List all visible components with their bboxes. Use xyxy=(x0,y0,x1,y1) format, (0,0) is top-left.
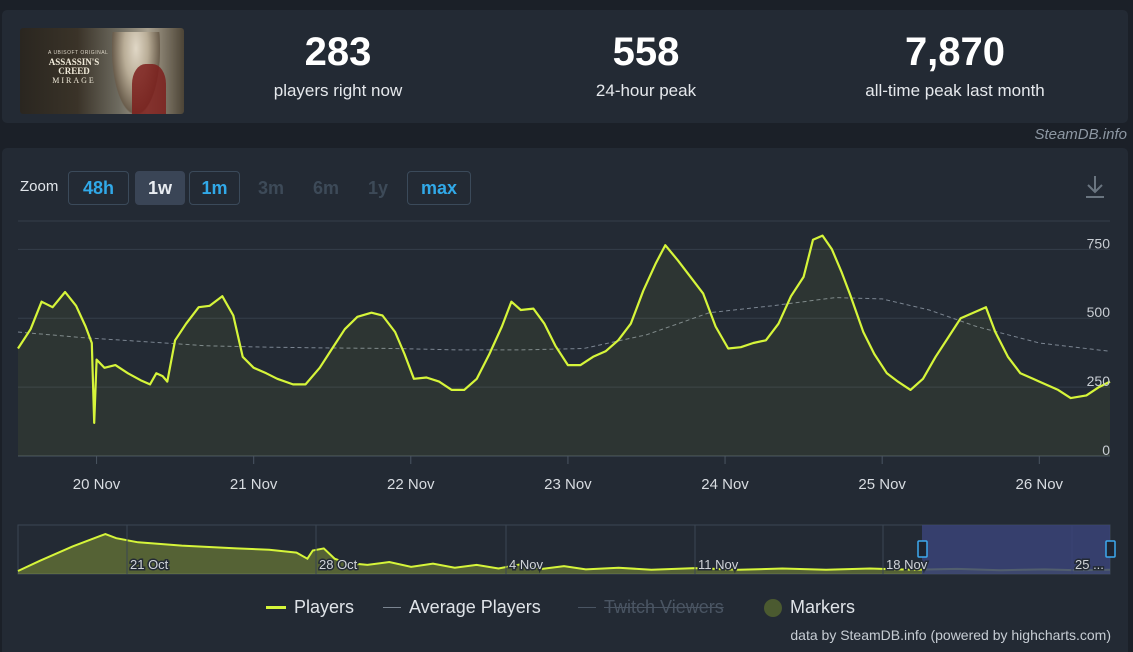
navigator-area xyxy=(18,534,1110,574)
players-area xyxy=(18,235,1110,456)
x-tick-label: 24 Nov xyxy=(701,476,749,493)
zoom-button-max[interactable]: max xyxy=(407,171,471,205)
thumbnail-publisher-text: A UBISOFT ORIGINAL xyxy=(48,50,109,56)
x-tick-label: 21 Nov xyxy=(230,476,278,493)
stat-value: 558 xyxy=(612,30,680,74)
stat-label: players right now xyxy=(273,81,403,100)
navigator-left-handle[interactable] xyxy=(917,540,928,558)
navigator-right-handle[interactable] xyxy=(1105,540,1116,558)
navigator-tick-label: 18 Nov xyxy=(886,557,928,572)
zoom-button-1w[interactable]: 1w xyxy=(135,171,185,205)
stat-current-players: 283 players right now xyxy=(208,28,468,102)
stat-value: 283 xyxy=(304,30,372,74)
navigator-labels: 21 Oct 28 Oct 4 Nov 11 Nov 18 Nov 25 ... xyxy=(129,556,1106,574)
legend-average-swatch xyxy=(383,607,401,608)
stat-label: all-time peak last month xyxy=(865,81,1045,100)
zoom-button-6m: 6m xyxy=(312,178,339,198)
thumbnail-title-text: ASSASSIN'S CREED xyxy=(48,57,100,76)
y-tick-label: 750 xyxy=(1087,235,1111,251)
game-thumbnail[interactable]: A UBISOFT ORIGINAL ASSASSIN'S CREED MIRA… xyxy=(20,28,184,114)
navigator-tick-label: 25 ... xyxy=(1075,557,1104,572)
stats-panel: A UBISOFT ORIGINAL ASSASSIN'S CREED MIRA… xyxy=(2,10,1128,123)
y-tick-label: 0 xyxy=(1102,442,1110,458)
navigator-tick-label: 21 Oct xyxy=(130,557,169,572)
x-tick-label: 26 Nov xyxy=(1016,476,1064,493)
navigator-tick-label: 11 Nov xyxy=(698,557,739,572)
navigator-selection[interactable] xyxy=(922,525,1110,574)
average-players-line xyxy=(17,297,1111,352)
navigator-tick-label: 28 Oct xyxy=(319,557,358,572)
legend-markers-swatch xyxy=(764,598,782,617)
legend-item-average[interactable]: Average Players xyxy=(383,597,541,618)
x-axis-labels: 20 Nov 21 Nov 22 Nov 23 Nov 24 Nov 25 Nov 26 N… xyxy=(73,476,1064,493)
y-tick-label: 250 xyxy=(1087,373,1111,389)
thumbnail-subtitle-text: MIRAGE xyxy=(52,76,96,85)
stat-value: 7,870 xyxy=(904,30,1006,74)
navigator-tick-label: 4 Nov xyxy=(509,557,543,572)
legend-label: Average Players xyxy=(409,597,541,617)
y-tick-label: 500 xyxy=(1087,304,1111,320)
x-tick-marks xyxy=(96,456,1040,464)
steamdb-watermark[interactable]: SteamDB.info xyxy=(1034,126,1127,143)
thumbnail-cape xyxy=(132,64,166,114)
players-chart[interactable]: 0 250 500 750 20 Nov 21 Nov 22 Nov 23 Nov 24 No… xyxy=(0,148,1133,588)
legend-item-players[interactable]: Players xyxy=(266,597,354,618)
x-tick-label: 23 Nov xyxy=(544,476,592,493)
chart-grid xyxy=(18,220,1110,457)
x-tick-label: 22 Nov xyxy=(387,476,435,493)
chart-credit[interactable]: data by SteamDB.info (powered by highcha… xyxy=(790,627,1111,643)
x-tick-label: 20 Nov xyxy=(73,476,121,493)
players-line[interactable] xyxy=(17,234,1111,424)
zoom-button-1m[interactable]: 1m xyxy=(189,171,240,205)
legend-label: Players xyxy=(294,597,355,617)
download-icon[interactable] xyxy=(1084,174,1106,200)
zoom-label: Zoom xyxy=(20,178,59,195)
legend-label: Markers xyxy=(790,597,856,617)
stat-label: 24-hour peak xyxy=(595,81,697,100)
legend-label: Twitch Viewers xyxy=(604,597,724,617)
navigator[interactable]: 21 Oct 28 Oct 4 Nov 11 Nov 18 Nov 25 ... xyxy=(17,524,1116,575)
x-tick-label: 25 Nov xyxy=(858,476,906,493)
stat-alltime-peak: 7,870 all-time peak last month xyxy=(825,28,1085,102)
legend-players-swatch xyxy=(266,606,286,609)
legend-item-twitch[interactable]: Twitch Viewers xyxy=(578,597,724,618)
zoom-button-48h[interactable]: 48h xyxy=(68,171,129,205)
legend-twitch-swatch xyxy=(578,607,596,608)
stat-24h-peak: 558 24-hour peak xyxy=(516,28,776,102)
legend-item-markers[interactable]: Markers xyxy=(764,597,855,618)
zoom-button-3m: 3m xyxy=(257,178,284,198)
zoom-button-1y: 1y xyxy=(367,178,389,198)
y-axis-labels: 0 250 500 750 xyxy=(1087,235,1111,458)
navigator-line xyxy=(17,533,1111,572)
